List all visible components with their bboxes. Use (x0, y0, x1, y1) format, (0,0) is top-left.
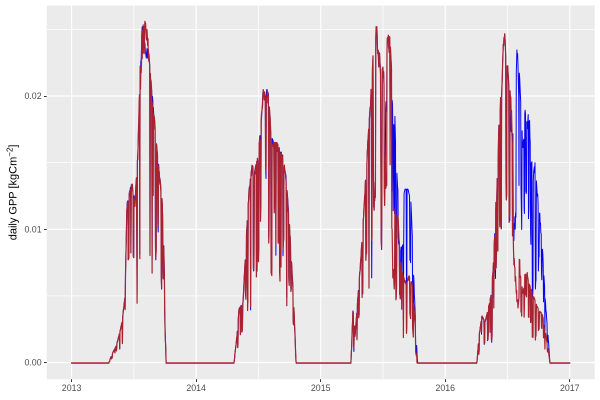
svg-text:2017: 2017 (560, 383, 580, 393)
svg-text:2016: 2016 (435, 383, 455, 393)
svg-text:0.00: 0.00 (24, 358, 41, 368)
svg-text:2014: 2014 (186, 383, 206, 393)
svg-text:2013: 2013 (62, 383, 82, 393)
svg-text:2015: 2015 (311, 383, 331, 393)
svg-text:daily GPP [kgCm−2]: daily GPP [kgCm−2] (6, 145, 20, 241)
svg-text:0.01: 0.01 (24, 224, 41, 234)
svg-text:0.02: 0.02 (24, 91, 41, 101)
